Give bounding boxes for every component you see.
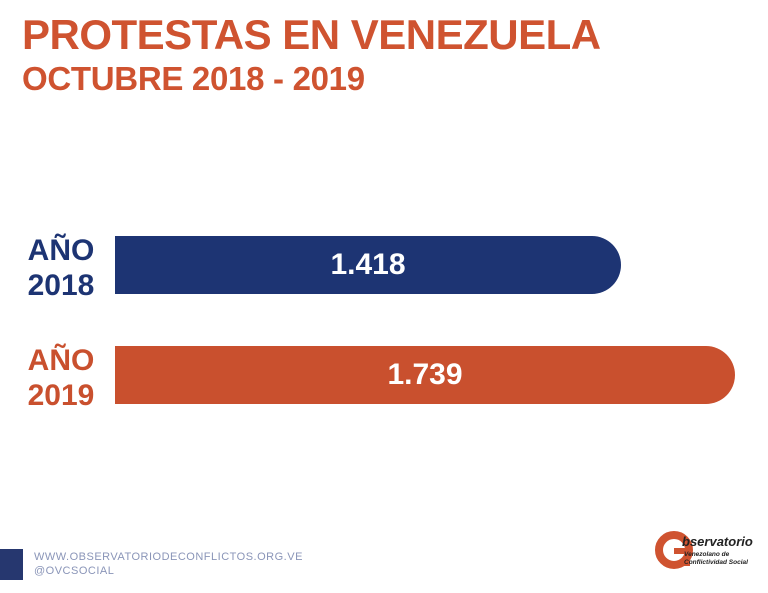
logo-line-2: Conflictividad Social [684,559,748,566]
bar-value-label: 1.739 [387,358,463,391]
logo-o-icon [655,531,693,569]
bar-2019: 1.739 [115,346,735,404]
bar-2018: 1.418 [115,236,621,294]
bar-label-top: AÑO [27,234,95,267]
observatorio-logo: bservatorio Venezolano de Conflictividad… [654,528,764,574]
bar-label-bottom: 2018 [27,269,95,302]
logo-name: bservatorio [682,534,753,549]
bar-value-label: 1.418 [330,248,406,281]
bar-label-2019: AÑO 2019 [20,343,102,413]
footer-social-handle[interactable]: @OVCSOCIAL [34,565,115,577]
logo-line-1: Venezolano de [684,551,730,558]
chart-title: PROTESTAS EN VENEZUELA [22,11,601,58]
bar-label-2018: AÑO 2018 [20,233,102,303]
bar-label-bottom: 2019 [27,379,95,412]
bar-label-top: AÑO [27,344,95,377]
chart-subtitle: OCTUBRE 2018 - 2019 [22,60,365,97]
footer-accent-square [0,549,23,580]
footer-website-link[interactable]: WWW.OBSERVATORIODECONFLICTOS.ORG.VE [34,551,303,563]
